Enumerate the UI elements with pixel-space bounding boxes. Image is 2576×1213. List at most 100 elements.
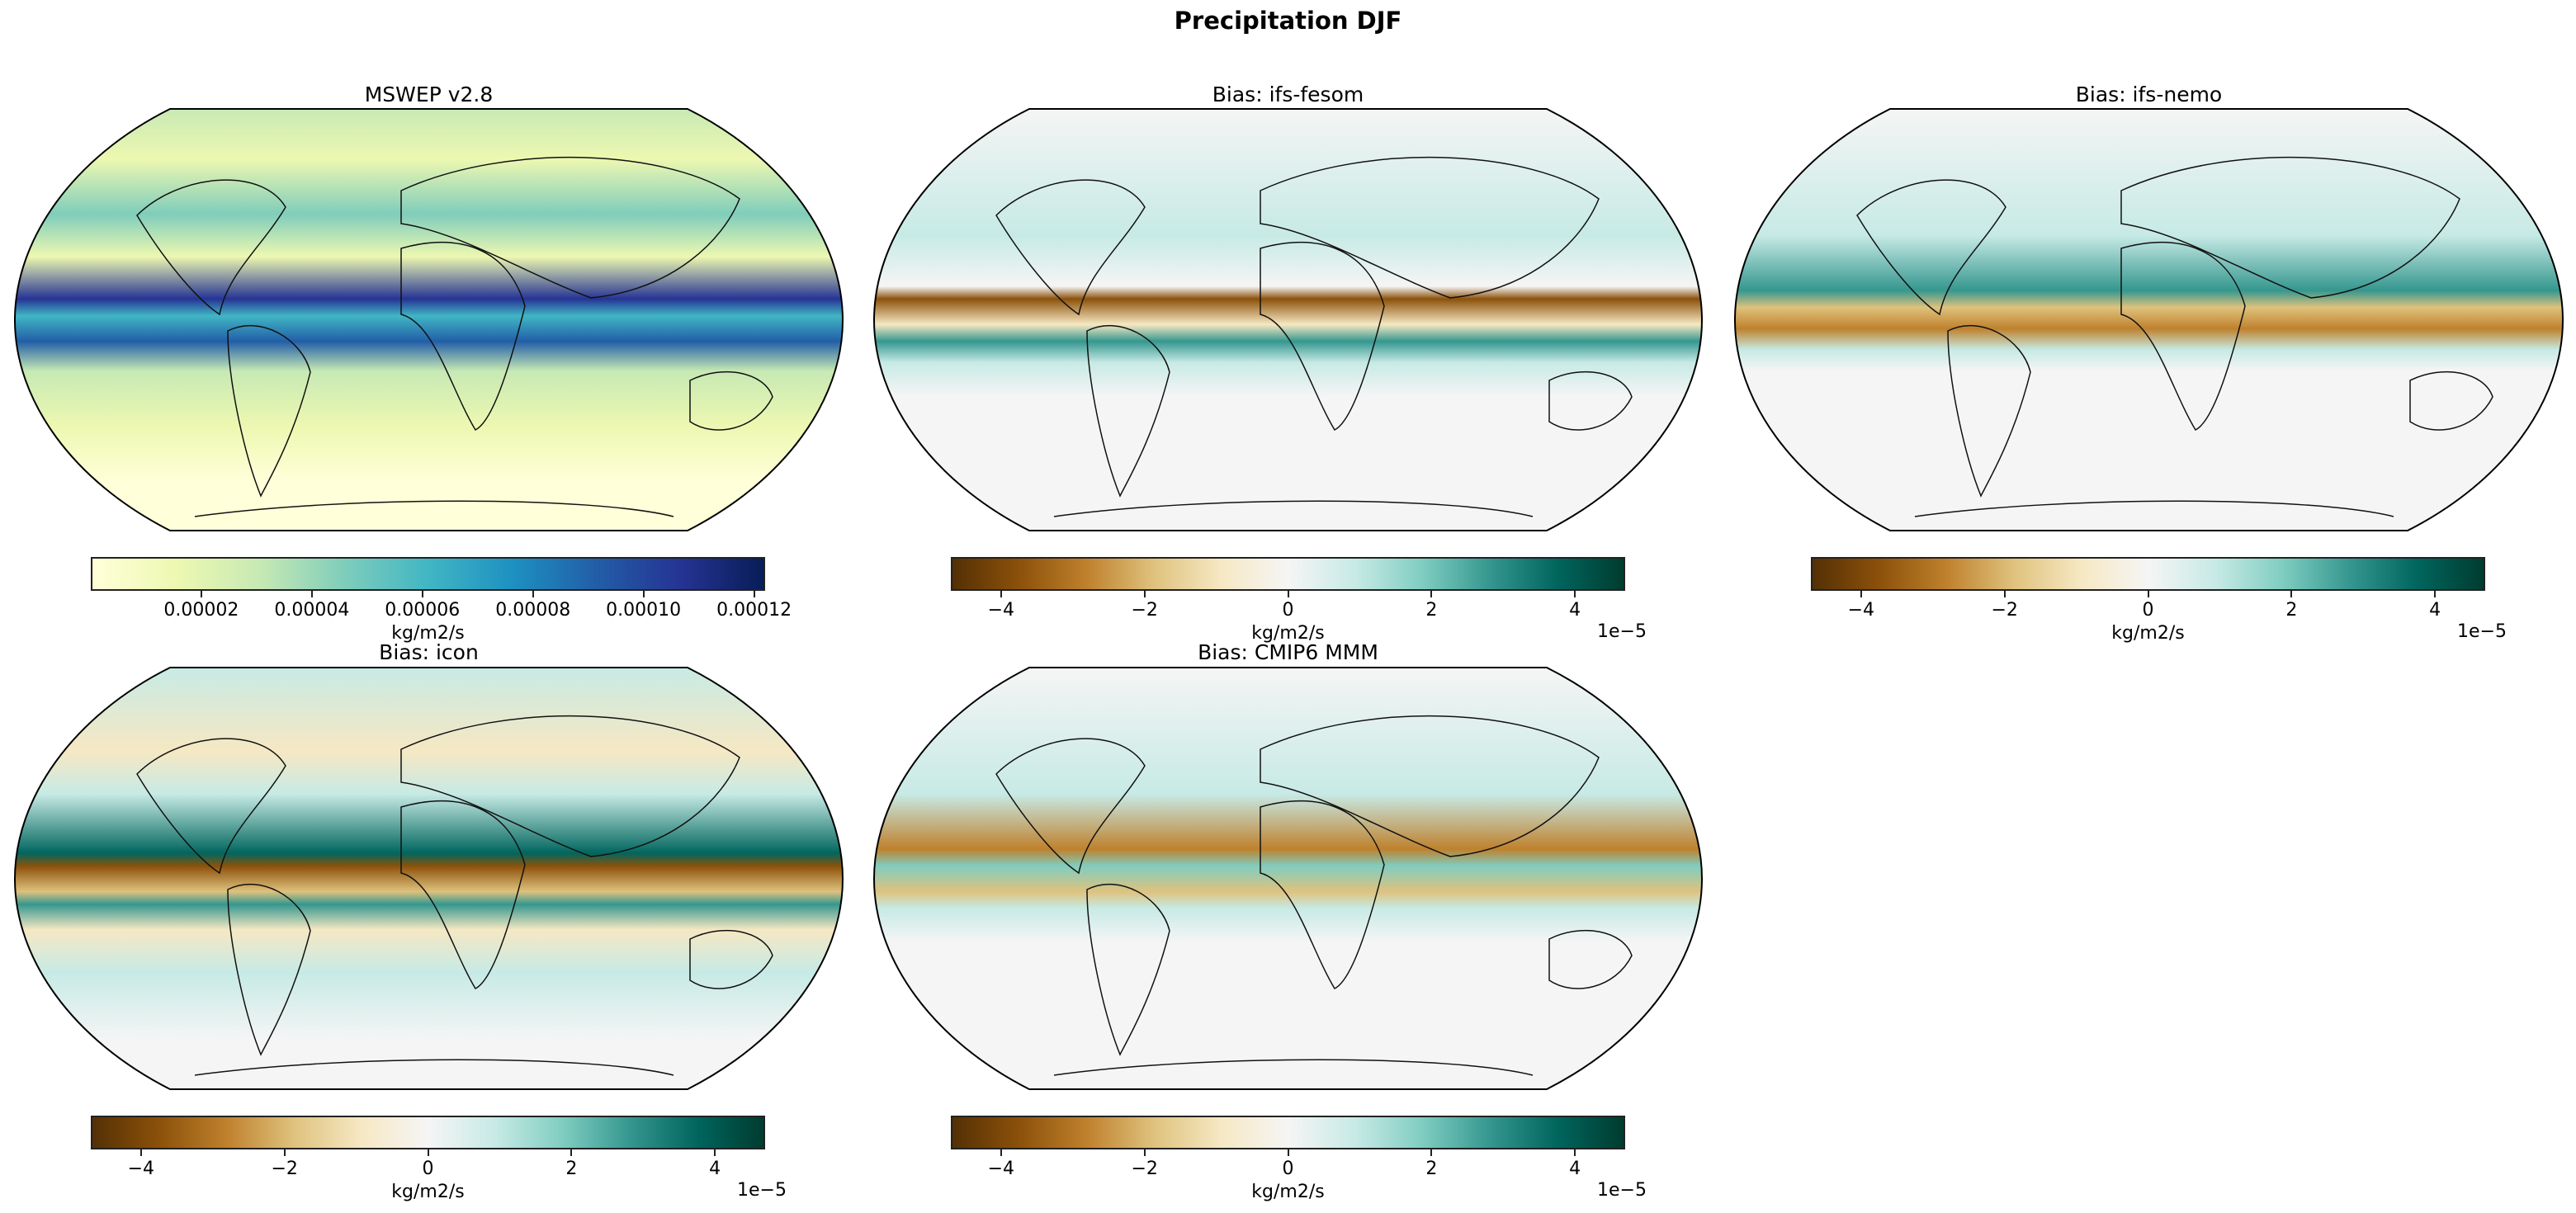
map-0	[13, 108, 844, 531]
colorbar-label: kg/m2/s	[391, 1182, 465, 1202]
colorbar-tick-label: 4	[1569, 1159, 1581, 1179]
colorbar-tick-label: 0.00006	[385, 600, 461, 621]
coastline-africa	[2120, 241, 2246, 431]
map-2	[1733, 108, 2564, 531]
coastline-africa	[1260, 800, 1385, 989]
colorbar-tick	[642, 591, 645, 597]
coastline-north-america	[995, 179, 1146, 316]
colorbar-label: kg/m2/s	[391, 623, 465, 644]
colorbar-tick-label: 0	[422, 1159, 434, 1179]
colorbar-tick	[1430, 591, 1433, 597]
colorbar-tick-label: −2	[1131, 600, 1158, 621]
colorbar-tick	[2003, 591, 2006, 597]
colorbar	[951, 557, 1625, 591]
colorbar-offset-text: 1e−5	[737, 1180, 787, 1201]
colorbar-tick	[1143, 591, 1146, 597]
colorbar-tick-label: 2	[1425, 1159, 1438, 1179]
coastline-eurasia	[1260, 156, 1600, 299]
colorbar	[91, 1116, 765, 1149]
coastline-antarctica	[1053, 500, 1534, 517]
colorbar-tick-label: −4	[1847, 600, 1875, 621]
colorbar-tick	[570, 1149, 573, 1156]
coastline-north-america	[136, 738, 286, 875]
coastline-australia	[1548, 371, 1633, 431]
coastline-eurasia	[400, 156, 740, 299]
map-4	[872, 667, 1704, 1090]
colorbar	[951, 1116, 1625, 1149]
panel-title: Bias: ifs-nemo	[2075, 83, 2223, 106]
coastline-eurasia	[400, 715, 740, 857]
colorbar-tick	[1287, 591, 1289, 597]
colorbar-tick	[714, 1149, 716, 1156]
field-mark	[15, 109, 843, 531]
coastline-south-america	[1086, 883, 1170, 1056]
colorbar-offset-text: 1e−5	[1597, 621, 1647, 642]
panel-title: Bias: ifs-fesom	[1212, 83, 1364, 106]
coastline-eurasia	[2120, 156, 2460, 299]
coastline-antarctica	[194, 1059, 674, 1076]
colorbar-tick-label: −4	[987, 1159, 1015, 1179]
colorbar-tick-label: 0.00008	[495, 600, 571, 621]
panel-title: Bias: CMIP6 MMM	[1198, 640, 1378, 664]
colorbar-tick-label: 4	[1569, 600, 1581, 621]
colorbar-tick	[2434, 591, 2437, 597]
coastline-australia	[689, 929, 773, 989]
colorbar-tick	[1000, 1149, 1002, 1156]
coastline-africa	[400, 241, 526, 431]
coastline-australia	[1548, 929, 1633, 989]
colorbar-tick-label: 0.00004	[274, 600, 350, 621]
colorbar-tick	[1860, 591, 1862, 597]
colorbar-tick	[1430, 1149, 1433, 1156]
colorbar-tick	[2290, 591, 2293, 597]
coastline-antarctica	[1914, 500, 2394, 517]
field-mark	[874, 109, 1702, 531]
map-boundary	[872, 108, 1704, 531]
colorbar-tick	[532, 591, 534, 597]
colorbar-tick-label: −2	[1991, 600, 2018, 621]
coastline-south-america	[227, 324, 311, 498]
colorbar-tick	[753, 591, 755, 597]
colorbar-tick-label: 0.00010	[606, 600, 682, 621]
field-mark	[1735, 109, 2563, 531]
coastline-australia	[689, 371, 773, 431]
map-boundary	[13, 667, 844, 1090]
colorbar-tick	[139, 1149, 142, 1156]
colorbar-tick	[200, 591, 202, 597]
colorbar-tick	[427, 1149, 429, 1156]
colorbar-tick-label: 0	[1282, 1159, 1294, 1179]
field-mark	[874, 668, 1702, 1089]
colorbar-tick	[421, 591, 423, 597]
colorbar-label: kg/m2/s	[2111, 623, 2185, 644]
colorbar-tick-label: 4	[2429, 600, 2441, 621]
map-3	[13, 667, 844, 1090]
colorbar-tick-label: 0.00002	[163, 600, 239, 621]
coastline-africa	[1260, 241, 1385, 431]
coastline-south-america	[1947, 324, 2031, 498]
coastline-south-america	[1086, 324, 1170, 498]
colorbar-tick-label: −4	[987, 600, 1015, 621]
map-boundary	[1733, 108, 2564, 531]
colorbar-tick	[1574, 1149, 1576, 1156]
colorbar-tick-label: −2	[271, 1159, 298, 1179]
colorbar	[91, 557, 765, 591]
colorbar-tick	[1287, 1149, 1289, 1156]
coastline-antarctica	[194, 500, 674, 517]
map-1	[872, 108, 1704, 531]
colorbar-offset-text: 1e−5	[1597, 1180, 1647, 1201]
colorbar-tick-label: 2	[2285, 600, 2298, 621]
colorbar-tick	[1000, 591, 1002, 597]
coastline-north-america	[995, 738, 1146, 875]
figure-title: Precipitation DJF	[1174, 7, 1402, 35]
colorbar-tick	[1143, 1149, 1146, 1156]
panel-title: MSWEP v2.8	[364, 83, 494, 106]
colorbar-offset-text: 1e−5	[2457, 621, 2507, 642]
colorbar-tick	[1574, 591, 1576, 597]
coastline-north-america	[136, 179, 286, 316]
coastline-north-america	[1856, 179, 2006, 316]
colorbar-tick-label: −4	[127, 1159, 155, 1179]
colorbar-tick-label: 2	[1425, 600, 1438, 621]
colorbar-tick-label: 0	[2142, 600, 2154, 621]
map-boundary	[872, 667, 1704, 1090]
colorbar-tick-label: 2	[565, 1159, 578, 1179]
colorbar-tick	[310, 591, 313, 597]
